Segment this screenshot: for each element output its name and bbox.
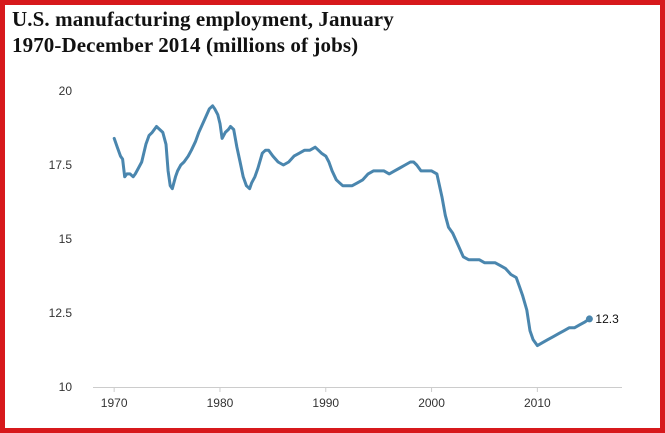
x-tick-label: 2010	[524, 396, 551, 410]
x-tick-label: 1990	[312, 396, 339, 410]
y-tick-label: 12.5	[49, 306, 73, 320]
end-point-marker	[585, 315, 593, 323]
y-tick-label: 15	[59, 232, 73, 246]
x-tick-label: 2000	[418, 396, 445, 410]
x-axis-ticks: 1970 1980 1990 2000 2010	[101, 387, 551, 410]
chart-title: U.S. manufacturing employment, January 1…	[12, 6, 394, 58]
y-tick-label: 20	[59, 84, 73, 98]
chart-title-line-2: 1970-December 2014 (millions of jobs)	[12, 33, 359, 57]
x-tick-label: 1970	[101, 396, 128, 410]
series-line	[112, 104, 591, 348]
x-tick-label: 1980	[207, 396, 234, 410]
end-value-label: 12.3	[595, 312, 619, 326]
y-tick-label: 10	[59, 380, 73, 394]
y-tick-label: 17.5	[49, 158, 73, 172]
chart-title-line-1: U.S. manufacturing employment, January	[12, 7, 394, 31]
y-axis-ticks: 20 17.5 15 12.5 10	[49, 84, 73, 394]
series-group: 12.3	[112, 104, 619, 348]
